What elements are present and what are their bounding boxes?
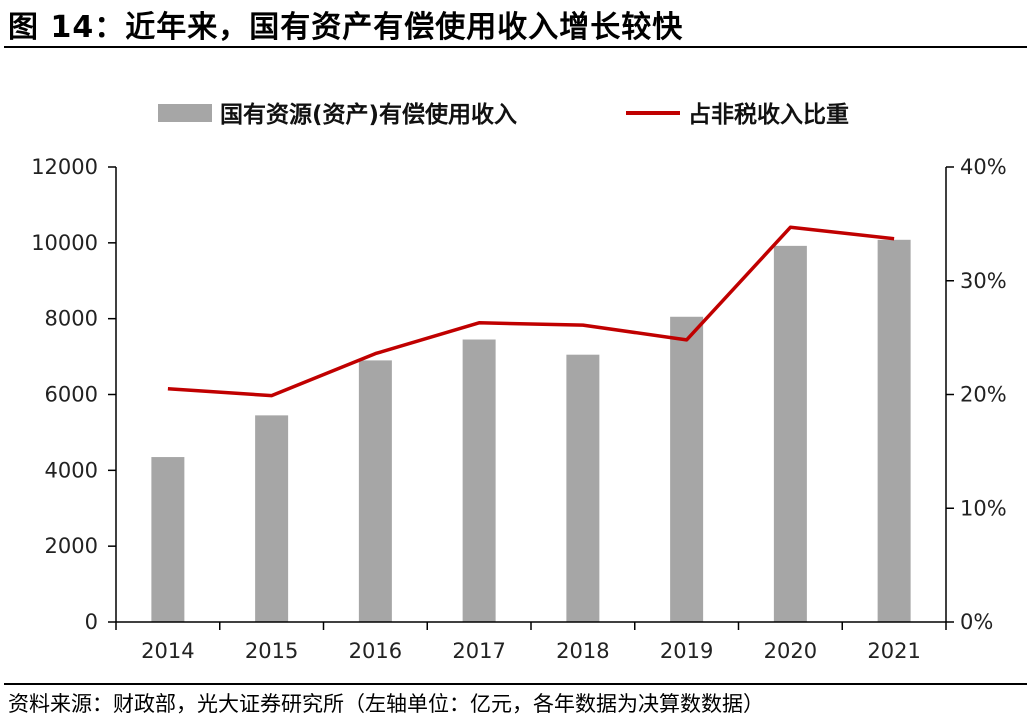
right-tick-label: 10% [960, 496, 1007, 520]
left-axis: 0 2000 4000 6000 8000 10000 12000 [31, 155, 117, 634]
chart: 国有资源(资产)有偿使用收入 占非税收入比重 0 2000 4000 6000 8000… [31, 101, 1007, 663]
legend: 国有资源(资产)有偿使用收入 占非税收入比重 [158, 101, 849, 128]
right-tick-label: 30% [960, 269, 1007, 293]
right-tick-label: 20% [960, 383, 1007, 407]
bar-2014 [151, 457, 185, 622]
x-tick-label: 2014 [141, 639, 194, 663]
ratio-line-group [167, 225, 895, 398]
left-tick-label: 8000 [45, 307, 98, 331]
legend-line-label: 占非税收入比重 [688, 101, 849, 128]
right-tick-label: 40% [960, 155, 1007, 179]
figure-title: 图 14：近年来，国有资产有偿使用收入增长较快 [8, 10, 684, 45]
left-tick-label: 12000 [31, 155, 98, 179]
footer-divider [4, 683, 1027, 685]
bar-2016 [358, 360, 392, 622]
legend-bar-swatch [158, 104, 212, 122]
source-note: 资料来源：财政部，光大证券研究所（左轴单位：亿元，各年数据为决算数数据） [8, 692, 764, 716]
ratio-line [167, 225, 895, 398]
bar-2021 [877, 239, 911, 623]
title-divider [4, 46, 1027, 48]
left-tick-label: 2000 [45, 534, 98, 558]
left-tick-label: 6000 [45, 383, 98, 407]
right-axis: 0% 10% 20% 30% 40% [945, 155, 1007, 634]
x-axis: 2014 2015 2016 2017 2018 2019 2020 2021 [115, 621, 947, 663]
x-tick-label: 2017 [452, 639, 505, 663]
x-tick-label: 2018 [556, 639, 609, 663]
right-tick-label: 0% [960, 610, 993, 634]
x-tick-label: 2016 [349, 639, 402, 663]
left-tick-label: 10000 [31, 231, 98, 255]
left-tick-label: 0 [85, 610, 98, 634]
bar-2018 [566, 354, 600, 622]
x-tick-label: 2019 [660, 639, 713, 663]
bar-2015 [255, 415, 289, 622]
left-tick-label: 4000 [45, 458, 98, 482]
x-tick-label: 2015 [245, 639, 298, 663]
bars [151, 239, 911, 623]
bar-2019 [670, 316, 704, 622]
x-tick-label: 2020 [764, 639, 817, 663]
bar-2017 [462, 339, 496, 622]
bar-2020 [773, 245, 807, 622]
legend-bar-label: 国有资源(资产)有偿使用收入 [220, 101, 517, 128]
x-tick-label: 2021 [867, 639, 920, 663]
